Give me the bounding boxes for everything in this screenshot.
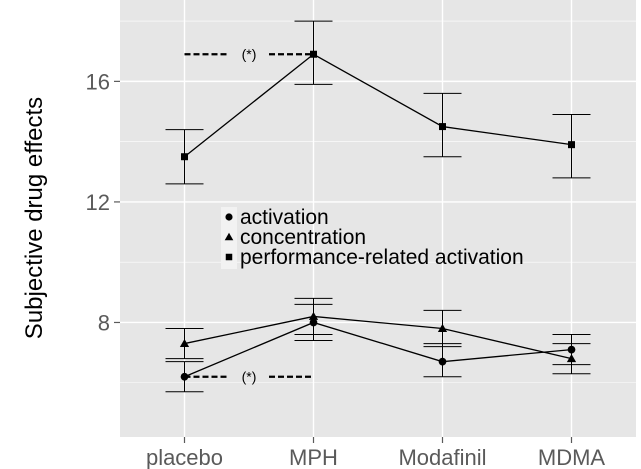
x-tick-label: Modafinil xyxy=(398,445,486,469)
plot-panel xyxy=(120,0,636,437)
x-tick-label: placebo xyxy=(146,445,223,469)
annotations: (*) (*) xyxy=(184,46,314,385)
x-tick-label: MPH xyxy=(289,445,338,469)
marker-square xyxy=(568,141,575,149)
significance-label: (*) xyxy=(242,369,257,385)
marker-triangle xyxy=(179,338,190,348)
marker-square xyxy=(439,123,446,131)
legend-label: activation xyxy=(240,206,329,229)
marker-triangle xyxy=(224,232,234,241)
y-tick-label: 8 xyxy=(98,310,110,335)
x-tick-label: MDMA xyxy=(538,445,606,469)
series-line-square xyxy=(184,53,572,158)
legend-label: concentration xyxy=(240,226,366,249)
legend: activationconcentrationperformance-relat… xyxy=(221,206,524,269)
series-line-triangle xyxy=(184,315,572,360)
legend-label: performance-related activation xyxy=(240,246,524,269)
series-lines xyxy=(184,53,572,378)
data-markers xyxy=(179,50,577,381)
y-tick-label: 16 xyxy=(86,69,110,94)
series-line-circle xyxy=(184,321,572,378)
marker-square xyxy=(181,153,188,161)
y-axis-title: Subjective drug effects xyxy=(21,97,48,339)
marker-square xyxy=(225,253,233,261)
marker-circle xyxy=(225,213,233,221)
y-axis-ticks: 8 12 16 xyxy=(86,69,120,335)
marker-square xyxy=(310,50,317,58)
marker-triangle xyxy=(566,354,577,363)
marker-triangle xyxy=(308,311,319,320)
marker-circle xyxy=(567,345,576,354)
marker-triangle xyxy=(437,323,448,332)
marker-circle xyxy=(309,318,318,327)
significance-label: (*) xyxy=(242,46,257,62)
marker-circle xyxy=(180,372,189,381)
x-axis-ticks: placebo MPH Modafinil MDMA xyxy=(146,437,605,469)
y-tick-label: 12 xyxy=(86,190,110,215)
marker-circle xyxy=(438,357,447,366)
